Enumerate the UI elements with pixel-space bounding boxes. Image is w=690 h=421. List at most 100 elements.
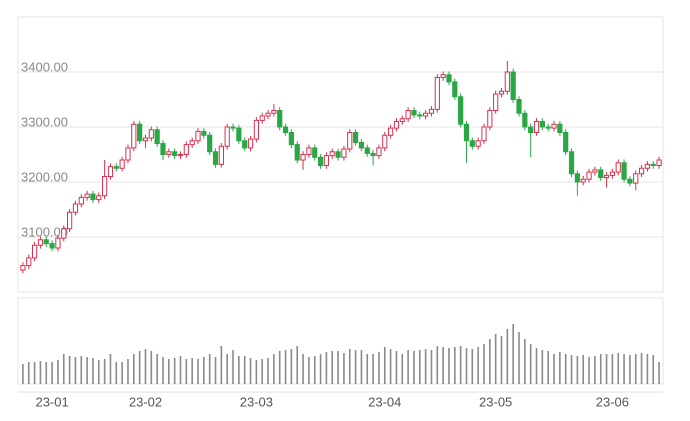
- volume-bar: [296, 346, 299, 384]
- volume-bar: [284, 350, 287, 384]
- candle-body: [317, 156, 324, 166]
- volume-bar: [243, 356, 246, 384]
- volume-bar: [401, 354, 404, 384]
- candle-body: [580, 178, 586, 183]
- candle-body: [43, 239, 49, 245]
- candle-body: [218, 145, 224, 165]
- candle-body: [598, 169, 604, 179]
- volume-bar: [86, 357, 88, 384]
- volume-bar: [191, 358, 193, 384]
- x-tick-label: 23-04: [368, 394, 401, 409]
- volume-bar: [512, 324, 514, 384]
- volume-bar: [442, 347, 444, 384]
- candle-body: [31, 244, 38, 259]
- candle-body: [177, 154, 184, 157]
- volume-bar: [337, 351, 339, 384]
- candle-body: [411, 110, 417, 116]
- volume-bar: [588, 357, 590, 384]
- volume-bar: [273, 354, 275, 384]
- candle-body: [312, 147, 318, 158]
- volume-bar: [238, 356, 240, 384]
- volume-bar: [366, 354, 369, 384]
- volume-bar: [395, 351, 398, 384]
- candle-body: [265, 112, 271, 117]
- candle-body: [615, 162, 621, 173]
- candle-body: [592, 169, 598, 173]
- candle-body: [388, 127, 394, 136]
- volume-bar: [599, 354, 602, 384]
- volume-bar: [489, 339, 491, 384]
- candle-body: [335, 151, 341, 158]
- volume-bar: [354, 350, 357, 384]
- candle-body: [67, 211, 73, 230]
- candle-body: [247, 138, 254, 149]
- volume-bar: [518, 332, 520, 384]
- volume-bar: [267, 358, 269, 384]
- candle-body: [212, 151, 219, 165]
- candle-body: [533, 121, 540, 133]
- volume-bar: [27, 362, 30, 384]
- candle-body: [26, 257, 32, 267]
- x-tick-label: 23-02: [129, 394, 162, 409]
- volume-bar: [62, 354, 65, 384]
- candle-body: [329, 151, 335, 157]
- volume-bar: [313, 356, 316, 384]
- volume-bar: [185, 359, 188, 384]
- candle-body: [574, 173, 580, 183]
- volume-bar: [278, 351, 281, 384]
- candle-body: [352, 132, 359, 143]
- candle-body: [84, 193, 90, 198]
- volume-bar: [459, 346, 462, 384]
- volume-bar: [547, 351, 549, 384]
- volume-bar: [249, 358, 252, 384]
- volume-bar: [640, 353, 643, 384]
- volume-bar: [179, 356, 182, 384]
- volume-bar: [144, 349, 147, 384]
- candle-body: [563, 132, 569, 153]
- volume-bar: [500, 336, 503, 384]
- x-tick-label: 23-05: [479, 394, 512, 409]
- candle-body: [568, 151, 575, 175]
- volume-bar: [465, 348, 468, 384]
- candle-body: [551, 123, 557, 129]
- volume-panel: [17, 297, 664, 385]
- candle-body: [638, 167, 645, 175]
- volume-bar: [162, 357, 164, 384]
- volume-bar: [226, 354, 228, 384]
- volume-bar: [74, 357, 77, 384]
- candle-body: [119, 159, 125, 169]
- candle-body: [621, 162, 627, 180]
- candle-body: [446, 74, 452, 83]
- volume-bar: [214, 357, 217, 384]
- volume-bar: [389, 349, 392, 384]
- candle-body: [323, 155, 330, 167]
- candle-body: [306, 147, 312, 155]
- candle-body: [458, 96, 464, 125]
- volume-bar: [80, 356, 83, 384]
- volume-bar: [658, 362, 660, 384]
- x-tick-label: 23-03: [240, 394, 273, 409]
- volume-bar: [494, 334, 497, 384]
- volume-bar: [308, 357, 310, 384]
- candle-body: [522, 112, 528, 128]
- candle-body: [96, 195, 102, 201]
- candle-body: [487, 110, 493, 128]
- x-tick-label: 23-06: [596, 394, 629, 409]
- candle-body: [633, 173, 639, 184]
- volume-bar: [103, 359, 106, 384]
- volume-bar: [208, 354, 211, 384]
- candle-body: [37, 239, 44, 246]
- candle-body: [102, 176, 108, 197]
- candle-body: [131, 123, 137, 149]
- candle-body: [557, 123, 563, 133]
- volume-bar: [448, 348, 450, 384]
- volume-bar: [372, 354, 374, 384]
- volume-bar: [319, 354, 322, 384]
- candle-body: [405, 110, 411, 120]
- volume-bar: [325, 352, 328, 384]
- x-tick-label: 23-01: [35, 394, 68, 409]
- candle-body: [113, 166, 119, 169]
- candle-body: [277, 110, 283, 128]
- candle-body: [271, 110, 277, 114]
